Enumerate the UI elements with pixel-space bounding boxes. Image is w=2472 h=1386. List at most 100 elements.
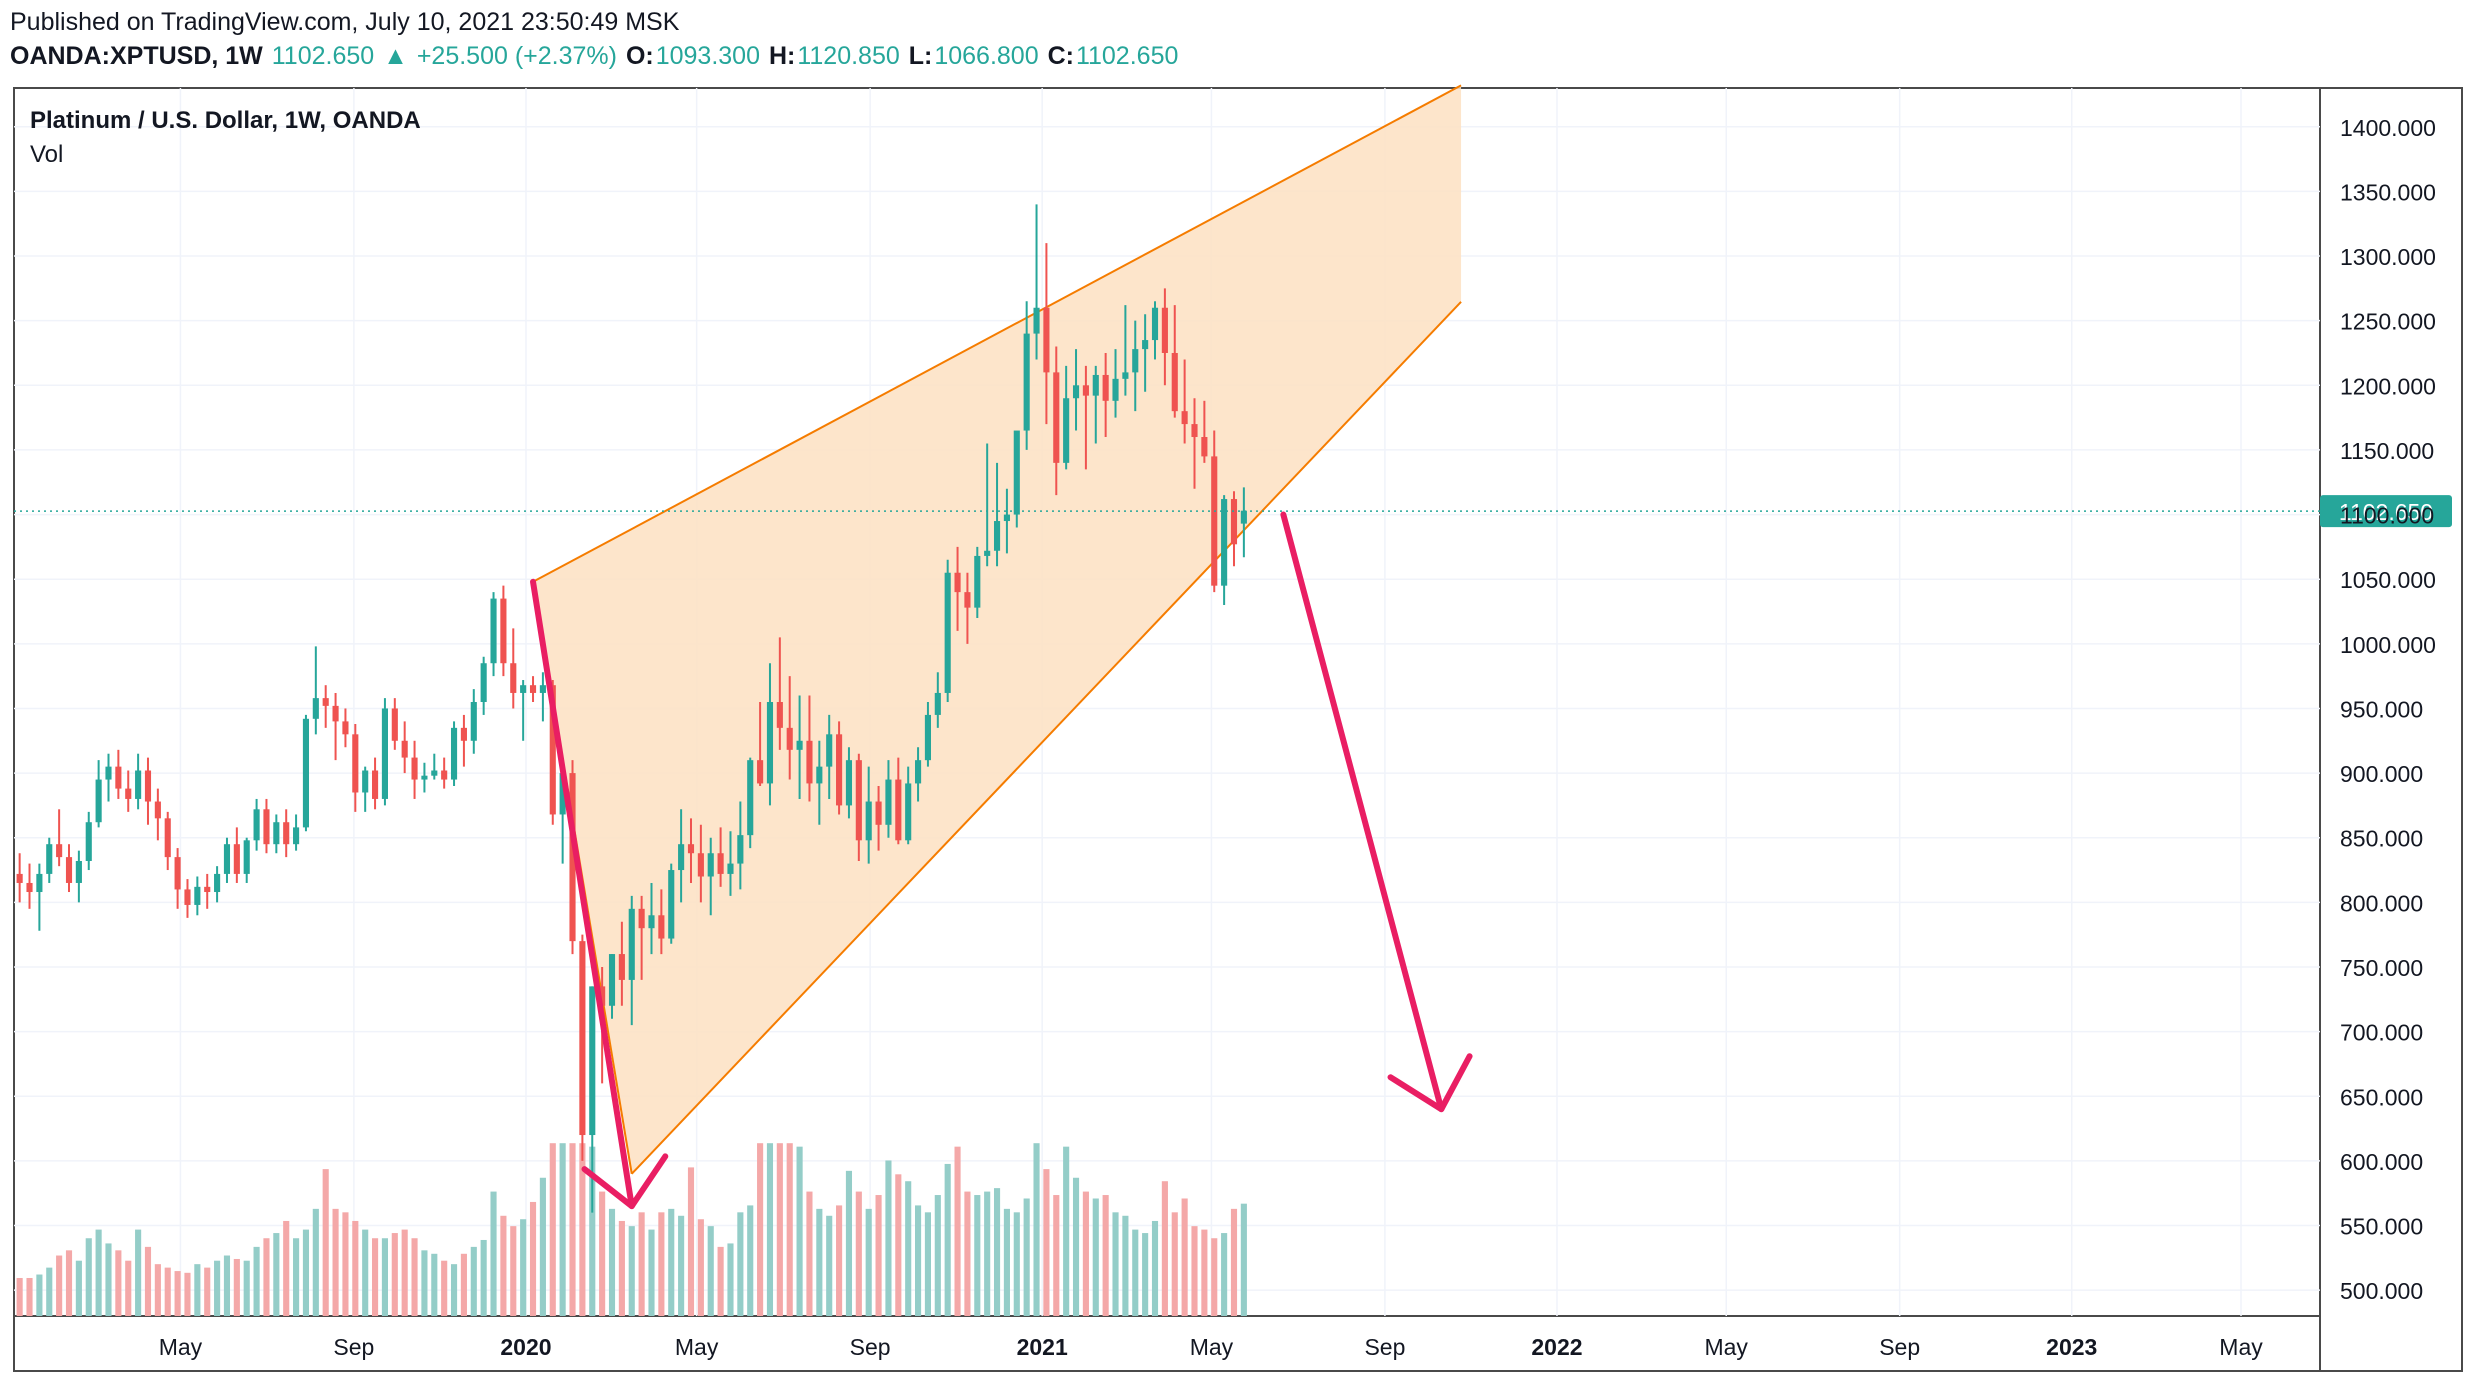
close-value: 1102.650: [1075, 42, 1179, 70]
volume-bar: [450, 1264, 458, 1316]
candle-body: [223, 844, 231, 874]
volume-bar: [95, 1229, 102, 1316]
volume-bar: [905, 1181, 912, 1316]
candle-body: [16, 873, 23, 883]
volume-bar: [855, 1191, 862, 1316]
candle-body: [75, 860, 82, 883]
arrow-head: [1387, 1053, 1473, 1113]
candle-body: [391, 708, 398, 741]
volume-bar: [599, 1191, 606, 1316]
wedge-lower-line[interactable]: [631, 301, 1462, 1175]
volume-bar: [865, 1208, 872, 1316]
candle-body: [865, 801, 872, 841]
volume-bar: [1102, 1195, 1109, 1316]
candle-body: [214, 873, 221, 893]
close-label: C:: [1047, 42, 1074, 70]
high-value: 1120.850: [797, 42, 900, 70]
candle-body: [1161, 307, 1168, 353]
volume-bar: [678, 1215, 685, 1316]
candle-body: [421, 775, 428, 780]
candle-body: [1013, 430, 1020, 515]
candle-body: [599, 986, 606, 1006]
volume-bar: [1240, 1203, 1247, 1316]
legend-indicator[interactable]: Vol: [30, 141, 63, 168]
arrow-shaft[interactable]: [1280, 511, 1445, 1113]
rising-wedge[interactable]: [532, 84, 1462, 1175]
candle-body: [579, 941, 586, 1136]
arrows[interactable]: [530, 511, 1473, 1210]
candle-body: [1132, 349, 1139, 373]
candle-body: [460, 727, 467, 741]
symbol-label[interactable]: OANDA:XPTUSD, 1W: [10, 42, 263, 70]
x-tick-label: 2020: [500, 1334, 551, 1360]
volume-bar: [164, 1267, 171, 1316]
low-value: 1066.800: [934, 42, 1039, 70]
candle-body: [65, 857, 73, 883]
volume-bar: [1211, 1238, 1218, 1316]
candle-body: [352, 734, 359, 793]
candle-body: [934, 692, 941, 715]
volume-bar: [1072, 1177, 1080, 1316]
volume-bar: [737, 1212, 744, 1316]
candle-body: [1181, 411, 1188, 425]
volume-bar: [490, 1191, 497, 1316]
wedge-upper-line[interactable]: [532, 84, 1462, 583]
open-label: O:: [625, 42, 654, 70]
candle-body: [293, 827, 300, 845]
candle-body: [559, 773, 566, 815]
volume-bar: [460, 1253, 467, 1316]
candle-body: [766, 702, 774, 784]
x-tick-label: 2022: [1531, 1334, 1582, 1360]
candle-body: [490, 598, 497, 664]
time-axis[interactable]: May Sep 2020 May Sep 2021 May Sep 2022 May Sep 2023…: [159, 1334, 2264, 1360]
volume-bar: [924, 1212, 931, 1316]
volume-bar: [352, 1220, 359, 1316]
candle-body: [1082, 385, 1089, 396]
candle-body: [85, 822, 92, 861]
volume-bar: [391, 1233, 398, 1316]
last-price: 1102.650: [271, 42, 375, 70]
volume-bar: [233, 1258, 240, 1316]
y-tick-label: 600.000: [2340, 1149, 2423, 1175]
candle-body: [727, 863, 734, 874]
candle-body: [915, 760, 922, 784]
x-tick-label: Sep: [1879, 1334, 1920, 1360]
quote-line: OANDA:XPTUSD, 1W 1102.650 ▲ +25.500 (+2.…: [10, 42, 1180, 71]
volume-bar: [895, 1174, 902, 1316]
candle-body: [697, 853, 704, 877]
candle-body: [273, 822, 280, 845]
candle-body: [885, 779, 892, 825]
candle-body: [776, 702, 783, 728]
candle-body: [737, 835, 744, 864]
price-axis[interactable]: 1400.000 1350.000 1300.000 1250.000 1200.000…: [2340, 115, 2436, 1304]
candle-body: [233, 844, 240, 874]
volume-bar: [223, 1255, 231, 1316]
candle-body: [362, 770, 369, 793]
y-tick-label: 850.000: [2340, 826, 2423, 852]
volume-bar: [115, 1250, 122, 1316]
volume-bar: [1043, 1169, 1050, 1316]
volume-bar: [766, 1143, 774, 1316]
legend-title[interactable]: Platinum / U.S. Dollar, 1W, OANDA: [30, 107, 421, 134]
candle-body: [372, 770, 379, 799]
volume-bar: [687, 1167, 695, 1316]
candle-body: [342, 721, 349, 735]
candle-body: [312, 698, 319, 719]
candle-body: [1142, 340, 1149, 350]
volume-bar: [1221, 1233, 1228, 1316]
volume-bar: [1013, 1212, 1020, 1316]
volume-bar: [75, 1260, 82, 1316]
candle-body: [757, 760, 764, 784]
candle-body: [480, 663, 487, 702]
arrow-shaft[interactable]: [530, 578, 635, 1210]
volume-bar: [105, 1243, 112, 1316]
y-tick-label: 900.000: [2340, 761, 2423, 787]
x-tick-label: May: [1704, 1334, 1748, 1360]
volume-bar: [984, 1191, 991, 1316]
candle-body: [1191, 424, 1198, 438]
volume-bar: [362, 1229, 369, 1316]
candle-body: [322, 698, 329, 706]
candles: [16, 204, 1247, 1213]
volume-bar: [1122, 1215, 1129, 1316]
